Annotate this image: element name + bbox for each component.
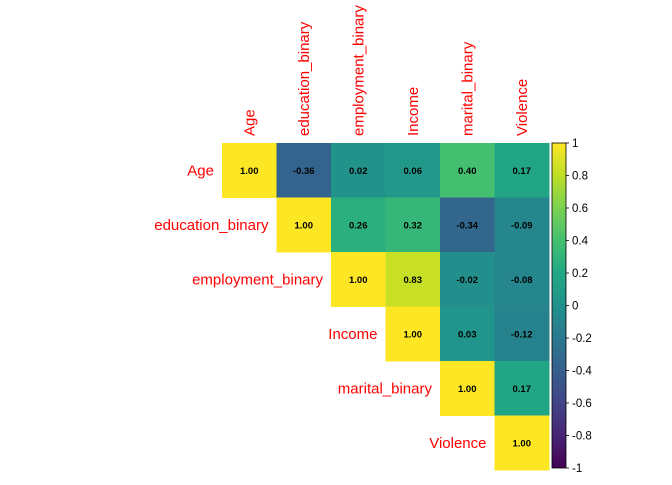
cell-value-label: 0.06 — [404, 166, 423, 177]
cell-value-label: 0.26 — [349, 220, 368, 231]
cell-value-label: 0.02 — [349, 166, 368, 177]
cell-value-label: 0.17 — [513, 384, 532, 395]
heatmap-cell — [385, 197, 441, 253]
heatmap-cell — [331, 197, 386, 253]
row-label: Violence — [429, 435, 486, 452]
heatmap-cell — [494, 415, 550, 471]
colorbar-tick-label: -0.2 — [572, 333, 592, 345]
cell-value-label: -0.34 — [456, 220, 478, 231]
cell-value-label: 1.00 — [458, 384, 477, 395]
column-label: Violence — [514, 79, 531, 136]
cell-value-label: -0.02 — [456, 275, 478, 286]
row-label: education_binary — [154, 217, 269, 234]
heatmap-cell — [331, 252, 386, 307]
heatmap-cell — [331, 143, 386, 198]
heatmap-cell — [440, 361, 495, 416]
cell-value-label: 1.00 — [349, 275, 368, 286]
cell-value-label: 0.83 — [404, 275, 423, 286]
colorbar-tick-label: 0 — [572, 301, 578, 313]
cell-value-label: 1.00 — [404, 329, 423, 340]
heatmap-cell — [440, 197, 495, 253]
cell-value-label: -0.12 — [511, 329, 533, 340]
cell-value-label: 0.03 — [458, 329, 477, 340]
colorbar-tick-label: 0.4 — [572, 236, 589, 248]
heatmap-cell — [385, 143, 441, 198]
heatmap-cell — [440, 143, 495, 198]
heatmap-cell — [385, 306, 441, 362]
cell-value-label: 0.32 — [404, 220, 423, 231]
column-label: marital_binary — [459, 41, 476, 136]
cell-value-label: -0.36 — [293, 166, 315, 177]
colorbar-tick-label: -0.6 — [572, 398, 592, 410]
column-label: Income — [405, 87, 422, 136]
heatmap-cell — [440, 306, 495, 362]
row-label: employment_binary — [192, 271, 323, 288]
colorbar-tick-label: 0.2 — [572, 268, 588, 280]
heatmap-cell — [276, 197, 332, 253]
colorbar: 1 0.8 0.6 0.4 0.2 0 -0.2 -0.4 -0.6 -0.8 -1 — [551, 138, 592, 475]
colorbar-tick-label: 0.6 — [572, 203, 588, 215]
cell-value-label: 0.17 — [513, 166, 532, 177]
colorbar-tick-label: 0.8 — [572, 171, 588, 183]
cell-value-label: 1.00 — [513, 438, 532, 449]
heatmap-cell — [494, 361, 550, 416]
colorbar-tick-label: -0.4 — [572, 366, 592, 378]
column-label: education_binary — [296, 21, 313, 136]
cell-value-label: -0.08 — [511, 275, 533, 286]
column-label: employment_binary — [350, 5, 367, 136]
heatmap-cell — [440, 252, 495, 307]
heatmap-cell — [494, 306, 550, 362]
colorbar-tick-label: -0.8 — [572, 431, 592, 443]
colorbar-gradient — [551, 142, 567, 469]
heatmap-cell — [494, 143, 550, 198]
heatmap-cell — [222, 143, 277, 198]
cell-value-label: 1.00 — [295, 220, 314, 231]
row-label: Income — [328, 326, 377, 343]
cell-value-label: 1.00 — [240, 166, 259, 177]
colorbar-tick-label: 1 — [572, 138, 578, 150]
cell-value-label: -0.09 — [511, 220, 533, 231]
heatmap-cells — [222, 143, 550, 471]
column-labels: Age education_binary employment_binary Inco… — [241, 5, 531, 136]
heatmap-cell — [494, 197, 550, 253]
row-labels: Age education_binary employment_binary Inco… — [154, 162, 486, 452]
column-label: Age — [241, 109, 258, 136]
heatmap-value-labels: 1.00 -0.36 0.02 0.06 0.40 0.17 1.00 0.26 0.32 -0.… — [240, 166, 533, 450]
row-label: Age — [187, 162, 214, 179]
heatmap-cell — [276, 143, 332, 198]
heatmap-cell — [385, 252, 441, 307]
row-label: marital_binary — [338, 380, 433, 397]
heatmap-cell — [494, 252, 550, 307]
cell-value-label: 0.40 — [458, 166, 477, 177]
colorbar-tick-label: -1 — [572, 463, 582, 475]
